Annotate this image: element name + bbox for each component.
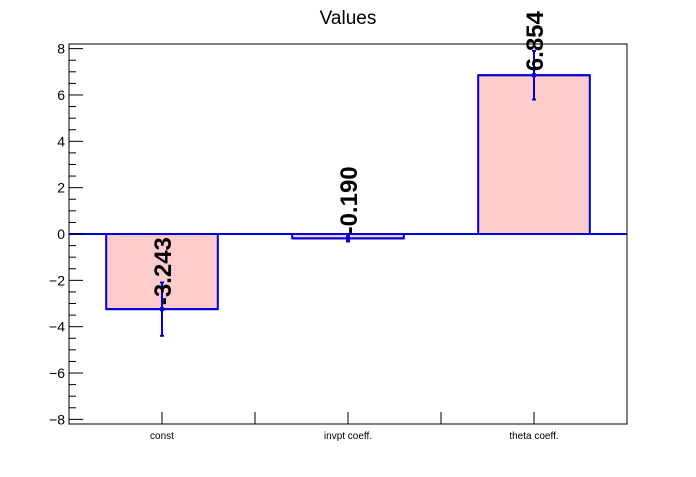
y-tick-label: 8	[57, 41, 65, 57]
axes-layer: −8 −6 −4 −2 0 2 4 6 8 const invpt coeff. theta coef…	[49, 41, 628, 442]
data-point-marker	[346, 236, 350, 241]
data-point-marker	[160, 307, 164, 312]
y-tick-label: 0	[57, 226, 65, 242]
y-tick-label: 2	[57, 180, 65, 196]
y-tick-label: 6	[57, 87, 65, 103]
x-tick-label: theta coeff.	[509, 431, 558, 442]
y-tick-label: −6	[49, 365, 65, 381]
x-tick-label: const	[150, 431, 174, 442]
data-point-marker	[532, 73, 536, 78]
chart-title: Values	[320, 8, 377, 29]
y-tick-label: −2	[49, 272, 65, 288]
data-label: -3.243	[150, 237, 177, 305]
data-label: 6.854	[522, 10, 549, 71]
data-label: -0.190	[336, 166, 363, 234]
y-tick-label: 4	[57, 133, 65, 149]
y-tick-label: −8	[49, 411, 65, 427]
error-bars-layer	[106, 49, 590, 337]
data-labels-layer: -3.243 -0.190 6.854	[150, 10, 549, 305]
y-tick-label: −4	[49, 319, 65, 335]
x-tick-label: invpt coeff.	[324, 431, 372, 442]
